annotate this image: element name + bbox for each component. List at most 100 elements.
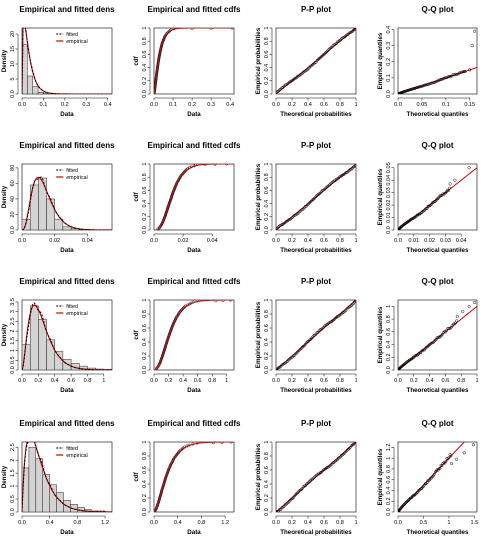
legend-fitted-label: fitted (66, 446, 78, 452)
histogram-bar (46, 198, 55, 230)
histogram-bar (22, 44, 28, 94)
ecdf-point (183, 170, 187, 173)
y-tick-label: 20 (10, 31, 16, 37)
qq-point (413, 493, 417, 497)
panel-title: Empirical and fitted dens (19, 141, 115, 150)
legend-empirical-label: empirical (66, 453, 88, 459)
qq-point (467, 166, 471, 170)
x-tick-label: 1 (354, 520, 357, 526)
qq-point (436, 79, 440, 83)
panel-density-row2: Empirical and fitted dens 0.0 0.02 0.04 0.0 2… (1, 141, 115, 254)
legend-fitted-label: fitted (66, 32, 78, 38)
qq-point (410, 87, 414, 91)
y-tick-label: 0.0 (10, 366, 16, 374)
x-tick-label: 0.15 (464, 102, 475, 108)
x-tick-label: 1 (102, 378, 105, 384)
plot-frame (153, 299, 235, 371)
x-tick-label: 0.2 (288, 238, 296, 244)
y-tick-label: 0.0 (386, 366, 392, 374)
qq-point (455, 315, 459, 319)
x-tick-label: 0.4 (179, 378, 187, 384)
y-tick-label: 0.8 (264, 452, 270, 460)
plot-frame (397, 163, 478, 231)
y-tick-label: 0.0 (264, 508, 270, 516)
y-axis-label: Empirical probabilities (255, 27, 262, 94)
panel-title: P-P plot (301, 141, 331, 150)
y-tick-label: 0.2 (142, 352, 148, 360)
y-tick-label: 0.4 (386, 26, 392, 34)
x-axis-label: Data (60, 529, 74, 536)
x-tick-label: 0.0 (150, 378, 158, 384)
pp-point (352, 28, 356, 31)
panel-title: Empirical and fitted cdfs (148, 141, 241, 150)
x-tick-label: 0.8 (208, 378, 216, 384)
y-tick-label: 0.4 (142, 200, 148, 208)
x-tick-label: 1 (354, 238, 357, 244)
y-tick-label: 40 (10, 196, 16, 202)
qq-point (444, 76, 448, 80)
pp-point (354, 442, 356, 444)
qq-point (448, 186, 452, 190)
y-tick-label: 0.01 (386, 212, 392, 223)
y-tick-label: 0.2 (264, 494, 270, 502)
y-tick-label: 2 (10, 459, 16, 462)
x-axis-label: Data (60, 111, 74, 118)
y-tick-label: 15 (10, 46, 16, 52)
y-tick-label: 1 (264, 162, 270, 165)
y-tick-label: 0.4 (142, 480, 148, 488)
histogram-bar (27, 75, 33, 94)
plot-frame (153, 163, 235, 231)
x-axis-label: Data (187, 529, 201, 536)
x-tick-label: 0.04 (82, 238, 93, 244)
qq-point (408, 358, 412, 362)
plot-area (398, 442, 475, 512)
qq-point (468, 68, 472, 72)
qq-point (408, 496, 412, 500)
plot-area (154, 300, 234, 370)
y-tick-label: 1 (142, 298, 148, 301)
qq-point (420, 84, 424, 88)
x-tick-label: 0.8 (336, 102, 344, 108)
y-axis-label: Empirical probabilities (255, 443, 262, 510)
histogram-bar (42, 474, 50, 512)
y-tick-label: 0.6 (142, 187, 148, 195)
x-tick-label: 0.0 (272, 520, 280, 526)
x-tick-label: 0.1 (169, 102, 177, 108)
y-tick-label: 0.05 (386, 162, 392, 173)
y-axis-label: Empirical quantiles (377, 168, 384, 225)
qq-point (417, 488, 421, 492)
fitted-cdf-curve (154, 300, 234, 370)
pp-point (316, 472, 320, 476)
panel-pp-row1: P-P plot 0.0 0.2 0.4 0.6 0.8 1 0.0 0.2 0.4 0.6 0.8 1… (255, 5, 358, 118)
x-tick-label: 0.3 (207, 102, 215, 108)
y-tick-label: 0.0 (10, 90, 16, 98)
x-tick-label: 0.6 (320, 520, 328, 526)
x-tick-label: 0.8 (198, 520, 206, 526)
panel-density-row1: Empirical and fitted dens 0.0 0.1 0.2 0.3 0.4… (1, 5, 115, 118)
y-tick-label: 1 (264, 26, 270, 29)
x-tick-label: 0.0 (394, 378, 402, 384)
qq-point (409, 217, 413, 221)
y-tick-label: 0.0 (264, 366, 270, 374)
x-tick-label: 0.0 (18, 520, 26, 526)
panel-title: Q-Q plot (422, 5, 454, 14)
qq-point (455, 319, 459, 323)
qq-point (462, 451, 466, 455)
x-axis-label: Theoretical quantiles (407, 529, 469, 536)
plot-area (276, 28, 356, 94)
qq-point (455, 73, 459, 76)
pp-point (296, 74, 300, 78)
y-tick-label: 0.6 (386, 476, 392, 484)
plot-area (22, 442, 112, 512)
plot-frame (397, 299, 478, 371)
panel-density-row4: Empirical and fitted dens 0.0 0.4 0.8 1.2 0.0… (1, 419, 115, 536)
qq-point (451, 322, 455, 326)
x-tick-label: 0.0 (150, 520, 158, 526)
empirical-density-curve (22, 28, 112, 94)
y-tick-label: 1 (10, 349, 16, 352)
legend-empirical-label: empirical (66, 39, 88, 45)
plot-area (22, 302, 112, 370)
y-tick-label: 0.6 (264, 466, 270, 474)
